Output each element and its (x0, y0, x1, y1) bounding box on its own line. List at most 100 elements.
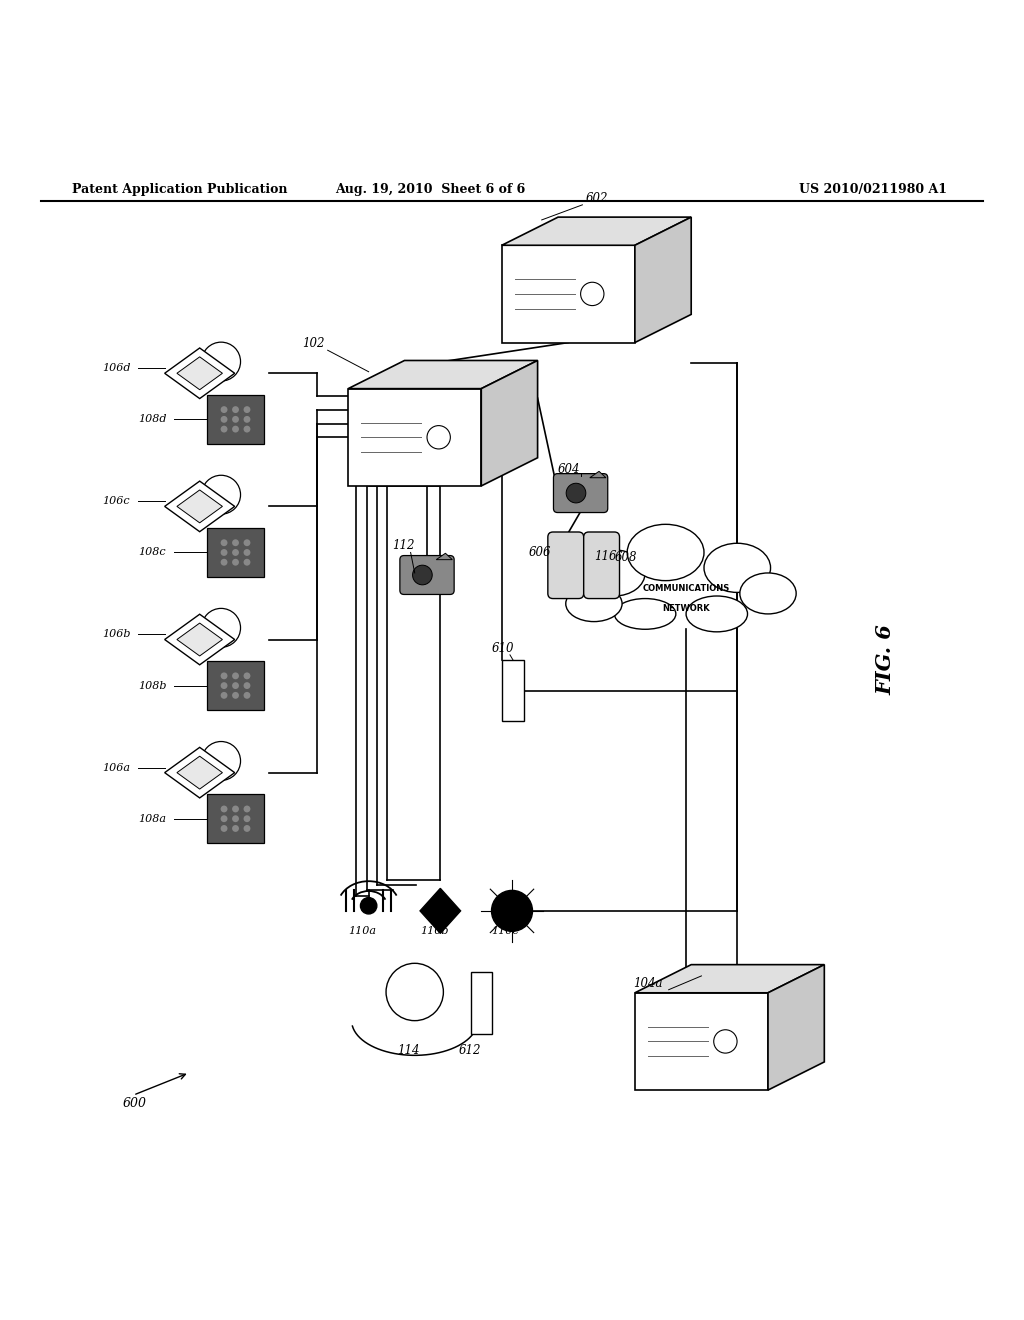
Text: 108a: 108a (138, 813, 166, 824)
Circle shape (220, 407, 227, 413)
Polygon shape (165, 348, 234, 399)
Circle shape (220, 816, 227, 822)
Circle shape (232, 540, 239, 546)
Ellipse shape (614, 598, 676, 630)
Circle shape (220, 692, 227, 698)
Circle shape (232, 805, 239, 812)
Polygon shape (436, 553, 453, 560)
Text: 106a: 106a (102, 763, 130, 772)
Text: 608: 608 (614, 552, 637, 564)
Text: 612: 612 (459, 1044, 481, 1057)
Ellipse shape (627, 524, 705, 581)
Circle shape (244, 416, 251, 422)
Ellipse shape (584, 550, 645, 597)
Text: COMMUNICATIONS: COMMUNICATIONS (642, 583, 730, 593)
Text: 106d: 106d (102, 363, 131, 374)
Polygon shape (348, 388, 481, 486)
Text: 106c: 106c (102, 496, 130, 507)
Text: 604: 604 (558, 463, 581, 475)
Text: 110a: 110a (348, 927, 376, 936)
Circle shape (244, 558, 251, 566)
Circle shape (244, 816, 251, 822)
Polygon shape (177, 623, 222, 656)
Circle shape (202, 742, 241, 780)
Text: 610: 610 (492, 642, 514, 655)
Polygon shape (177, 756, 222, 789)
Circle shape (232, 692, 239, 698)
Circle shape (202, 475, 241, 515)
Text: 110b: 110b (420, 927, 449, 936)
Text: 104a: 104a (633, 977, 663, 990)
Circle shape (220, 425, 227, 433)
Polygon shape (768, 965, 824, 1090)
Circle shape (220, 416, 227, 422)
Polygon shape (420, 888, 461, 933)
Text: FIG. 6: FIG. 6 (876, 624, 896, 696)
Circle shape (244, 549, 251, 556)
Polygon shape (502, 216, 691, 246)
Text: 108d: 108d (138, 414, 167, 424)
Polygon shape (165, 614, 234, 665)
Text: 606: 606 (528, 546, 551, 558)
Circle shape (202, 342, 241, 381)
Text: 108c: 108c (138, 548, 166, 557)
FancyBboxPatch shape (554, 474, 608, 512)
Polygon shape (590, 471, 606, 478)
Text: 106b: 106b (102, 630, 131, 639)
Circle shape (714, 1030, 737, 1053)
Polygon shape (635, 216, 691, 343)
Text: NETWORK: NETWORK (663, 605, 710, 614)
Text: US 2010/0211980 A1: US 2010/0211980 A1 (799, 183, 947, 197)
Text: 112: 112 (392, 540, 415, 553)
Circle shape (244, 425, 251, 433)
Circle shape (220, 672, 227, 680)
Polygon shape (481, 360, 538, 486)
Polygon shape (207, 661, 264, 710)
Circle shape (220, 549, 227, 556)
FancyBboxPatch shape (548, 532, 584, 598)
Polygon shape (165, 480, 234, 532)
Polygon shape (207, 528, 264, 577)
Circle shape (566, 483, 586, 503)
Circle shape (232, 407, 239, 413)
Circle shape (232, 825, 239, 832)
Text: 602: 602 (585, 191, 607, 205)
Ellipse shape (566, 586, 623, 622)
Circle shape (244, 825, 251, 832)
Circle shape (232, 558, 239, 566)
Polygon shape (502, 246, 635, 343)
Circle shape (244, 540, 251, 546)
Polygon shape (207, 795, 264, 843)
Circle shape (244, 407, 251, 413)
Circle shape (220, 540, 227, 546)
Text: 114: 114 (397, 1044, 420, 1057)
Circle shape (244, 805, 251, 812)
Text: 108b: 108b (138, 681, 167, 690)
Text: 116: 116 (594, 549, 616, 562)
FancyBboxPatch shape (399, 556, 455, 594)
Circle shape (244, 682, 251, 689)
Text: 110c: 110c (492, 927, 519, 936)
Circle shape (244, 692, 251, 698)
Polygon shape (635, 965, 824, 993)
FancyBboxPatch shape (584, 532, 620, 598)
Circle shape (220, 558, 227, 566)
Circle shape (232, 549, 239, 556)
Circle shape (220, 805, 227, 812)
Circle shape (220, 682, 227, 689)
Circle shape (232, 682, 239, 689)
Circle shape (220, 825, 227, 832)
Polygon shape (502, 660, 524, 722)
Circle shape (232, 672, 239, 680)
Circle shape (232, 425, 239, 433)
Ellipse shape (686, 597, 748, 632)
Polygon shape (207, 395, 264, 444)
Polygon shape (348, 360, 538, 388)
Polygon shape (471, 973, 492, 1034)
Circle shape (413, 565, 432, 585)
Polygon shape (177, 490, 222, 523)
Circle shape (202, 609, 241, 647)
Circle shape (581, 282, 604, 306)
Polygon shape (177, 356, 222, 389)
Ellipse shape (739, 573, 797, 614)
